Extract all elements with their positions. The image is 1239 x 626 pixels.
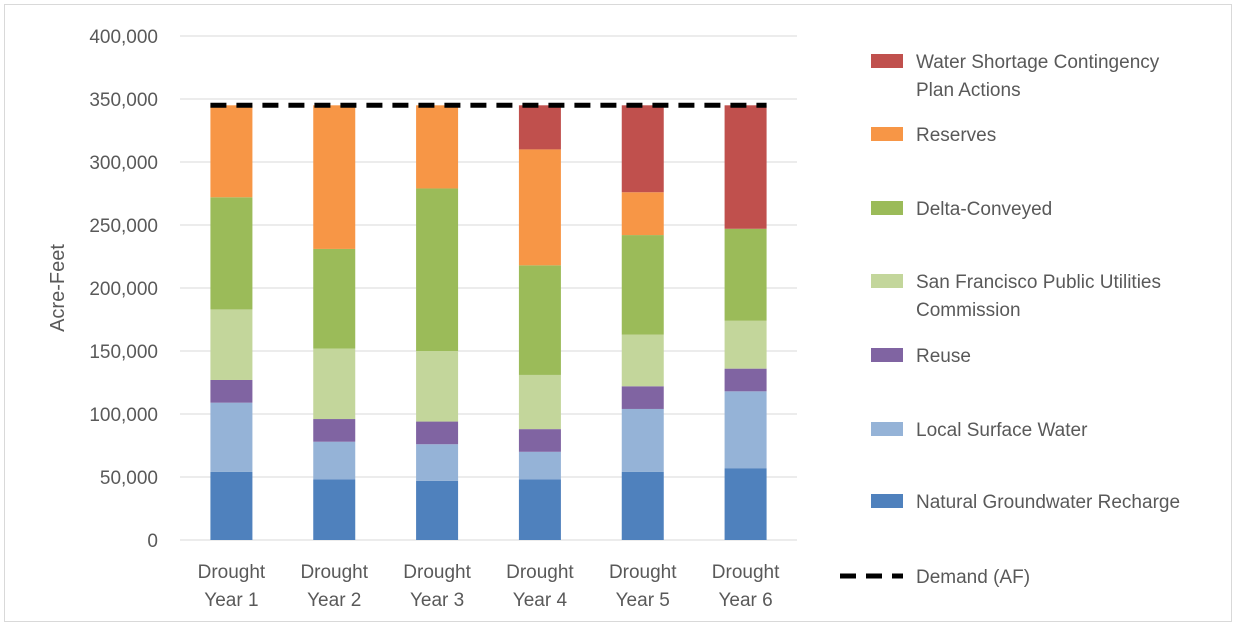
bar-segment bbox=[210, 105, 253, 198]
bar-segment bbox=[621, 408, 664, 472]
legend-label: San Francisco Public Utilities bbox=[916, 272, 1161, 293]
bar-segment bbox=[416, 480, 459, 540]
x-axis-ticks: Drought Year 1 Drought Year 2 Drought Year 3 D… bbox=[198, 562, 780, 611]
x-tick-label: Year 3 bbox=[410, 590, 464, 611]
x-tick-label: Year 2 bbox=[307, 590, 361, 611]
bar-segment bbox=[724, 228, 767, 321]
legend-label: Commission bbox=[916, 300, 1021, 321]
y-tick-label: 250,000 bbox=[89, 216, 158, 237]
legend-label: Plan Actions bbox=[916, 80, 1021, 101]
legend-swatch bbox=[871, 201, 903, 215]
bar-segment bbox=[621, 471, 664, 540]
bar-segment bbox=[416, 444, 459, 481]
x-tick-label: Drought bbox=[403, 562, 471, 583]
bars bbox=[210, 105, 767, 540]
x-tick-label: Drought bbox=[198, 562, 266, 583]
bar-segment bbox=[313, 105, 356, 249]
y-tick-label: 300,000 bbox=[89, 153, 158, 174]
x-tick-label: Drought bbox=[609, 562, 677, 583]
y-tick-label: 0 bbox=[147, 531, 158, 552]
x-tick-label: Drought bbox=[300, 562, 368, 583]
bar-segment bbox=[724, 368, 767, 392]
x-tick-label: Year 5 bbox=[616, 590, 670, 611]
bar-segment bbox=[416, 351, 459, 422]
legend-label: Water Shortage Contingency bbox=[916, 52, 1160, 73]
bar-segment bbox=[313, 248, 356, 349]
bar-segment bbox=[313, 348, 356, 420]
legend-label: Natural Groundwater Recharge bbox=[916, 492, 1180, 513]
bar-segment bbox=[724, 468, 767, 540]
bar-segment bbox=[210, 309, 253, 380]
bar-segment bbox=[518, 265, 561, 375]
x-tick-label: Year 1 bbox=[204, 590, 258, 611]
bar-segment bbox=[210, 471, 253, 540]
bar-segment bbox=[313, 441, 356, 480]
y-tick-label: 350,000 bbox=[89, 90, 158, 111]
legend-label: Local Surface Water bbox=[916, 420, 1088, 441]
bar-segment bbox=[416, 188, 459, 351]
y-tick-label: 400,000 bbox=[89, 27, 158, 48]
legend-swatch bbox=[871, 422, 903, 436]
x-tick-label: Drought bbox=[506, 562, 574, 583]
bar-segment bbox=[518, 479, 561, 540]
bar-segment bbox=[621, 105, 664, 193]
bar-segment bbox=[416, 421, 459, 445]
legend-swatch bbox=[871, 127, 903, 141]
legend-swatch bbox=[871, 494, 903, 508]
x-tick-label: Year 4 bbox=[513, 590, 568, 611]
bar-segment bbox=[621, 192, 664, 236]
y-axis-label: Acre-Feet bbox=[47, 244, 69, 332]
gridlines bbox=[180, 35, 797, 541]
bar-segment bbox=[210, 197, 253, 310]
legend-label: Reserves bbox=[916, 125, 996, 146]
legend-label: Reuse bbox=[916, 346, 971, 367]
y-tick-label: 50,000 bbox=[100, 468, 158, 489]
bar-segment bbox=[518, 429, 561, 452]
bar-segment bbox=[518, 451, 561, 480]
bar-segment bbox=[416, 105, 459, 189]
bar-segment bbox=[313, 479, 356, 540]
legend-swatch bbox=[871, 274, 903, 288]
legend-label: Delta-Conveyed bbox=[916, 199, 1052, 220]
legend-label: Demand (AF) bbox=[916, 567, 1030, 588]
bar-segment bbox=[210, 379, 253, 403]
bar-segment bbox=[518, 149, 561, 266]
legend-swatch bbox=[871, 348, 903, 362]
y-tick-label: 100,000 bbox=[89, 405, 158, 426]
bar-segment bbox=[724, 105, 767, 229]
bar-segment bbox=[210, 402, 253, 472]
bar-segment bbox=[518, 374, 561, 430]
legend: Water Shortage Contingency Plan Actions Re… bbox=[840, 52, 1180, 588]
bar-segment bbox=[621, 334, 664, 387]
x-tick-label: Year 6 bbox=[718, 590, 772, 611]
y-axis-ticks: 0 50,000 100,000 150,000 200,000 250,000 300,0… bbox=[89, 27, 158, 552]
bar-segment bbox=[313, 419, 356, 442]
legend-swatch bbox=[871, 54, 903, 68]
y-tick-label: 200,000 bbox=[89, 279, 158, 300]
x-tick-label: Drought bbox=[712, 562, 780, 583]
y-tick-label: 150,000 bbox=[89, 342, 158, 363]
bar-segment bbox=[621, 235, 664, 335]
bar-segment bbox=[518, 105, 561, 150]
bar-segment bbox=[724, 320, 767, 369]
bar-segment bbox=[724, 391, 767, 469]
chart-frame bbox=[4, 4, 1232, 622]
bar-segment bbox=[621, 386, 664, 409]
